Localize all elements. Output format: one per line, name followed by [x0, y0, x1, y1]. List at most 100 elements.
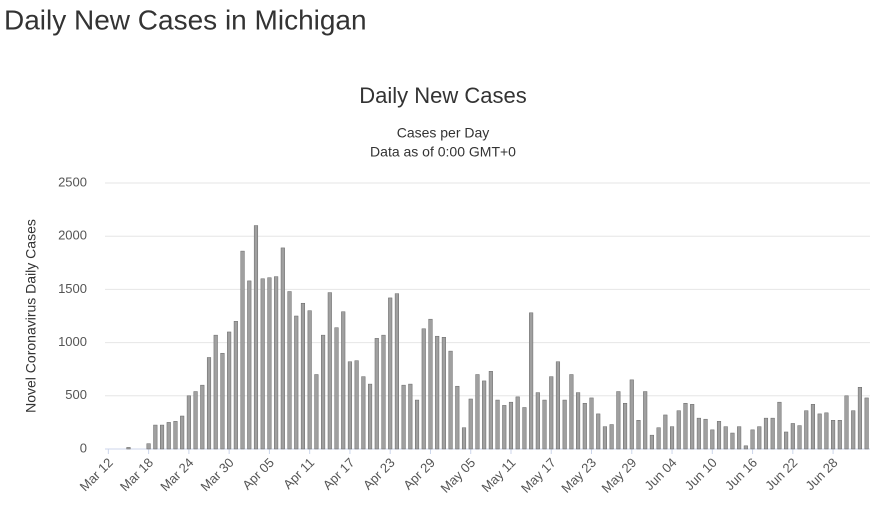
y-tick-label: 2500 [58, 174, 87, 189]
bar [790, 423, 795, 450]
bar [247, 280, 252, 450]
bar [200, 384, 205, 450]
chart-title: Daily New Cases [359, 83, 527, 108]
bar [347, 361, 352, 450]
bar [327, 292, 332, 450]
bar [737, 426, 742, 450]
bar [180, 415, 185, 450]
bar [535, 392, 540, 450]
x-tick-label: Apr 17 [320, 455, 358, 493]
bar [864, 397, 869, 450]
bar [824, 412, 829, 450]
bar [274, 276, 279, 450]
x-tick-label: Jun 16 [722, 455, 760, 493]
bar [394, 293, 399, 450]
bar [643, 391, 648, 450]
bar [388, 297, 393, 450]
bar [831, 420, 836, 450]
bar [710, 429, 715, 450]
y-tick-label: 2000 [58, 228, 87, 243]
y-tick-label: 1000 [58, 334, 87, 349]
bar [294, 315, 299, 450]
chart-subtitle: Cases per Day [397, 125, 490, 141]
bar [576, 392, 581, 450]
bar [435, 335, 440, 450]
x-tick-label: May 29 [599, 455, 640, 496]
bar [368, 383, 373, 450]
bar [334, 327, 339, 450]
bar [656, 427, 661, 450]
bar [804, 410, 809, 450]
bar [441, 337, 446, 450]
bar [609, 424, 614, 450]
bar [602, 426, 607, 450]
bar [166, 422, 171, 450]
bar [703, 418, 708, 450]
bar [784, 431, 789, 450]
bar [542, 399, 547, 450]
bar [267, 277, 272, 450]
bar [213, 334, 218, 450]
bar [851, 410, 856, 450]
bar [817, 413, 822, 450]
bar [810, 404, 816, 450]
bar [582, 402, 587, 450]
bar [669, 426, 675, 450]
bar [153, 424, 158, 450]
x-tick-label: Mar 18 [117, 455, 156, 494]
bar [253, 225, 259, 450]
bar [555, 361, 561, 450]
bar [173, 421, 178, 450]
bar [636, 420, 641, 450]
y-axis-label: Novel Coronavirus Daily Cases [23, 219, 39, 413]
bar [126, 447, 131, 450]
bar [321, 334, 326, 450]
bar [260, 278, 265, 450]
bar [683, 402, 688, 450]
bar [730, 432, 735, 450]
bar [206, 357, 212, 450]
bar [495, 399, 500, 450]
page-title: Daily New Cases in Michigan [4, 4, 367, 35]
bar [146, 443, 151, 450]
x-tick-label: May 17 [518, 455, 559, 496]
bar [300, 302, 306, 450]
bar [193, 391, 198, 450]
x-tick-label: Apr 29 [400, 455, 438, 493]
bar [280, 247, 285, 450]
bar [159, 424, 165, 450]
bar [723, 426, 728, 450]
bar [757, 426, 762, 450]
x-tick-label: Jun 22 [762, 455, 800, 493]
bar [529, 312, 534, 450]
bar [461, 427, 467, 450]
bar [401, 384, 406, 450]
bar [562, 399, 567, 450]
bar [428, 318, 433, 450]
bar [227, 331, 232, 450]
bar [522, 407, 527, 450]
bar [629, 379, 634, 450]
bar [421, 328, 426, 450]
bar [596, 413, 601, 450]
bar [616, 391, 621, 450]
x-tick-label: Jun 28 [802, 455, 840, 493]
bar [569, 374, 574, 450]
bar [361, 376, 366, 450]
bar [837, 420, 842, 450]
bar [750, 429, 755, 450]
bar [341, 311, 346, 450]
bar [508, 401, 514, 450]
y-tick-label: 0 [80, 440, 87, 455]
bar [240, 250, 245, 450]
y-tick-label: 1500 [58, 281, 87, 296]
bar [777, 401, 782, 450]
y-tick-label: 500 [65, 387, 87, 402]
x-tick-label: Apr 05 [239, 455, 277, 493]
bar [549, 376, 554, 450]
bar [649, 434, 654, 450]
bar [623, 402, 628, 450]
bar [448, 350, 453, 450]
x-tick-label: May 11 [478, 455, 518, 495]
x-tick-label: Mar 12 [77, 455, 116, 494]
